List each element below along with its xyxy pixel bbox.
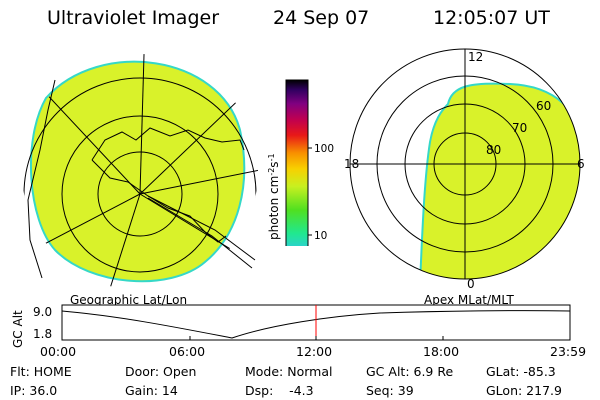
ip-status: IP: 36.0 xyxy=(10,383,58,398)
gc-alt-status: GC Alt: 6.9 Re xyxy=(366,364,454,379)
mode-status: Mode: Normal xyxy=(245,364,333,379)
mlat-label-80: 80 xyxy=(486,143,501,157)
xtick-0600: 06:00 xyxy=(169,344,206,359)
altitude-curve xyxy=(61,310,571,339)
mlt-label-0: 0 xyxy=(467,277,475,290)
polar-plot: 12 18 6 0 60 70 80 xyxy=(344,48,585,290)
gain-status: Gain: 14 xyxy=(125,383,178,398)
apex-plot-title: Apex MLat/MLT xyxy=(424,293,514,307)
altitude-ytick-max: 9.0 xyxy=(33,305,52,319)
mlat-label-60: 60 xyxy=(536,99,551,113)
colorbar-scale xyxy=(285,79,309,246)
xtick-1800: 18:00 xyxy=(423,344,460,359)
seq-status: Seq: 39 xyxy=(366,383,414,398)
polar-grid xyxy=(349,48,581,280)
time-label: 12:05:07 UT xyxy=(433,7,550,29)
altitude-strip: GC Alt 9.0 1.8 xyxy=(11,304,571,348)
geographic-image xyxy=(22,54,258,290)
mlt-label-6: 6 xyxy=(577,157,585,171)
dsp-status: Dsp: -4.3 xyxy=(245,383,314,398)
xtick-0000: 00:00 xyxy=(40,344,77,359)
coastline xyxy=(27,79,256,279)
altitude-ytick-min: 1.8 xyxy=(33,327,52,341)
geo-image-fill xyxy=(30,60,246,283)
altitude-ylabel: GC Alt xyxy=(11,310,25,348)
geo-plot-title: Geographic Lat/Lon xyxy=(70,293,188,307)
door-status: Door: Open xyxy=(125,364,197,379)
mlt-label-12: 12 xyxy=(468,50,483,64)
colorbar: 100 10 photon cm-2s-1 xyxy=(267,79,334,246)
glon-status: GLon: 217.9 xyxy=(486,383,562,398)
glat-status: GLat: -85.3 xyxy=(486,364,556,379)
xtick-2359: 23:59 xyxy=(550,344,587,359)
mlat-label-70: 70 xyxy=(512,121,527,135)
colorbar-tick-100: 100 xyxy=(314,143,334,155)
polar-image-fill xyxy=(418,82,580,279)
mlt-label-18: 18 xyxy=(344,157,359,171)
flight-status: Flt: HOME xyxy=(10,364,72,379)
date-label: 24 Sep 07 xyxy=(273,7,370,29)
colorbar-tick-10: 10 xyxy=(314,230,327,242)
colorbar-label: photon cm-2s-1 xyxy=(267,153,281,240)
instrument-title: Ultraviolet Imager xyxy=(47,7,220,29)
xtick-1200: 12:00 xyxy=(296,344,333,359)
